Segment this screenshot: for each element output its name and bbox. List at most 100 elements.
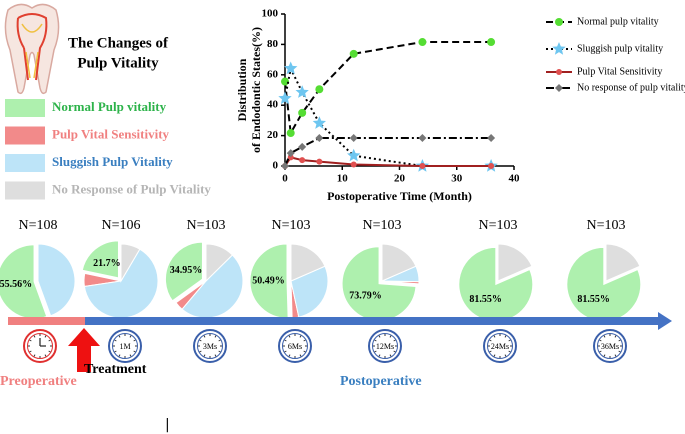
clock-tick [288, 335, 291, 338]
point-marker [312, 116, 326, 129]
point-marker [349, 49, 358, 58]
point-marker [347, 148, 361, 162]
x-axis-label: Postoperative Time (Month) [327, 189, 472, 203]
clock-label: 3Ms [203, 342, 217, 351]
clock-tick [393, 350, 396, 353]
x-tick-label: 20 [394, 173, 406, 185]
legend-label: Sluggish Pulp Vitality [52, 154, 173, 169]
clock-label: 1M [119, 342, 130, 351]
clock-tick [288, 354, 291, 357]
legend-swatch [5, 126, 45, 145]
clock [372, 333, 398, 359]
pie-title: N=103 [478, 218, 517, 233]
treatment-arrow [68, 328, 100, 372]
clock-tick [33, 354, 36, 357]
x-tick-label: 0 [282, 173, 288, 185]
clock-tick [218, 350, 221, 353]
clock-tick [114, 350, 117, 353]
point-marker [418, 133, 427, 142]
clock-tick [618, 350, 621, 353]
clock-tick [44, 354, 47, 357]
clock-tick [374, 339, 377, 342]
legend-marker [555, 84, 563, 92]
point-marker [286, 149, 295, 158]
pie-slice [120, 243, 141, 283]
y-tick-label: 40 [267, 99, 279, 111]
legend-label: Normal pulp vitality [577, 16, 659, 27]
clock-tick [303, 350, 306, 353]
timeline-post [85, 317, 660, 325]
legend-marker [555, 18, 563, 26]
clock-tick [303, 339, 306, 342]
clock-tick [214, 335, 217, 338]
pie-value-label: 50.49% [252, 276, 285, 287]
y-tick-label: 100 [262, 8, 279, 20]
figure-title: The Changes of [68, 35, 169, 51]
legend-label: Pulp Vital Sensitivity [577, 66, 662, 77]
clock [197, 333, 223, 359]
clock-tick [118, 354, 121, 357]
pie-slice [381, 243, 417, 282]
pie-title: N=106 [101, 218, 140, 233]
point-marker [418, 38, 427, 47]
clock [282, 333, 308, 359]
y-tick-label: 60 [267, 68, 279, 80]
y-axis-label: of Endodontic States(%) [249, 27, 263, 153]
pie-title: N=103 [186, 218, 225, 233]
clock-tick [214, 354, 217, 357]
pie-slice [83, 248, 159, 319]
x-tick-label: 10 [337, 173, 349, 185]
x-tick-label: 30 [451, 173, 463, 185]
clock-tick [599, 350, 602, 353]
legend-marker [556, 69, 562, 75]
point-marker [298, 142, 307, 151]
clock-tick [614, 335, 617, 338]
y-tick-label: 20 [267, 129, 279, 141]
clock [593, 329, 627, 363]
clock-tick [199, 350, 202, 353]
point-marker [278, 91, 292, 105]
postoperative-label: Postoperative [340, 374, 422, 389]
clock-tick [618, 339, 621, 342]
clock-tick [48, 350, 51, 353]
pie-slice [458, 246, 534, 322]
clock-tick [118, 335, 121, 338]
cursor-mark: | [165, 417, 170, 433]
preoperative-label: Preoperative [0, 374, 77, 389]
legend-label: Normal Pulp vitality [52, 99, 167, 114]
point-marker [488, 163, 495, 169]
clock-tick [284, 339, 287, 342]
legend-swatch [5, 99, 45, 117]
y-axis-label: Distribution [235, 58, 249, 121]
clock-tick [129, 335, 132, 338]
treatment-label: Treatment [84, 362, 147, 377]
y-tick-label: 80 [267, 38, 279, 50]
clock-tick [603, 354, 606, 357]
clock-label: 12Ms [376, 342, 394, 351]
pie-slice [205, 243, 234, 283]
clock-label: 6Ms [288, 342, 302, 351]
pie-slice [164, 241, 203, 302]
clock-tick [44, 335, 47, 338]
clock-tick [33, 335, 36, 338]
pie-slice [566, 246, 642, 322]
point-marker [298, 108, 307, 117]
clock-tick [374, 350, 377, 353]
legend-swatch [5, 154, 45, 172]
clock-label: 24Ms [491, 342, 509, 351]
pie-slice [605, 243, 641, 282]
clock [112, 333, 138, 359]
legend-label: No Response of Pulp Vitality [52, 181, 211, 196]
clock [368, 329, 402, 363]
point-marker [286, 129, 295, 138]
point-marker [315, 85, 324, 94]
clock-tick [603, 335, 606, 338]
series-line [284, 65, 492, 167]
clock-tick [508, 350, 511, 353]
clock-tick [389, 354, 392, 357]
clock [27, 333, 53, 359]
pie-slice [497, 243, 533, 282]
pie-title: N=108 [18, 218, 57, 233]
clock-tick [489, 350, 492, 353]
point-marker [284, 61, 298, 75]
